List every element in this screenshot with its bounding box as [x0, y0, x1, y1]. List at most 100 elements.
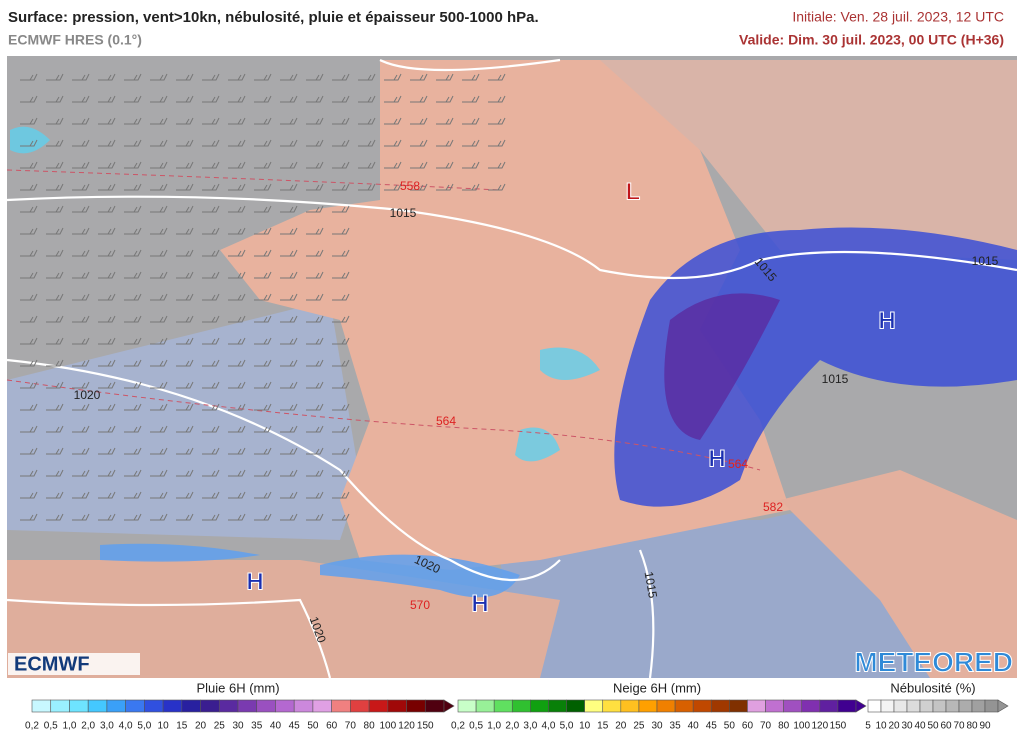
barb — [46, 183, 64, 191]
barb — [46, 73, 64, 81]
barb — [254, 425, 272, 433]
barb — [72, 469, 90, 477]
barb — [176, 205, 194, 213]
legend-swatch — [837, 699, 857, 713]
barb — [384, 73, 402, 81]
barb — [462, 117, 480, 125]
barb — [98, 403, 116, 411]
legend-swatch — [293, 699, 314, 713]
legend-swatch — [475, 699, 495, 713]
legend-swatch — [457, 699, 477, 713]
legend-swatch — [919, 699, 934, 713]
barb — [20, 95, 38, 103]
barb — [150, 249, 168, 257]
barb — [254, 227, 272, 235]
barb — [72, 315, 90, 323]
legend-label: 45 — [289, 721, 301, 732]
legend-swatch — [656, 699, 676, 713]
barb — [176, 491, 194, 499]
isobar — [379, 58, 561, 72]
barb — [72, 205, 90, 213]
legend-label: 45 — [706, 721, 718, 732]
barb — [124, 513, 142, 521]
legend-swatch — [584, 699, 604, 713]
barb — [202, 161, 220, 169]
legend-swatch — [620, 699, 640, 713]
legend-swatch — [674, 699, 694, 713]
barb — [72, 403, 90, 411]
barb — [202, 337, 220, 345]
legend-swatch — [906, 699, 921, 713]
barb — [332, 447, 350, 455]
barb — [228, 293, 246, 301]
barb — [20, 117, 38, 125]
barb — [98, 469, 116, 477]
barb — [124, 95, 142, 103]
barb — [228, 205, 246, 213]
legend-swatch — [958, 699, 973, 713]
barb — [228, 139, 246, 147]
barb — [228, 381, 246, 389]
barb — [332, 183, 350, 191]
legend-swatch — [932, 699, 947, 713]
barb — [124, 183, 142, 191]
barb — [72, 513, 90, 521]
barb — [228, 95, 246, 103]
barb — [202, 425, 220, 433]
legend-label: 3,0 — [523, 721, 537, 732]
barb — [358, 139, 376, 147]
legend-swatch — [406, 699, 426, 713]
barb — [332, 95, 350, 103]
barb — [176, 249, 194, 257]
barb — [228, 271, 246, 279]
barb — [332, 139, 350, 147]
legend-label: 20 — [195, 721, 207, 732]
barb — [306, 73, 324, 81]
thickness — [6, 169, 761, 471]
contour-label: 564 — [436, 414, 456, 428]
barb — [306, 447, 324, 455]
legend-label: 15 — [597, 721, 609, 732]
barb — [280, 491, 298, 499]
legend-swatch — [710, 699, 730, 713]
barb — [124, 425, 142, 433]
legend-label: 150 — [417, 721, 434, 732]
barb — [72, 337, 90, 345]
contour-label: 558 — [400, 179, 420, 193]
barb — [202, 315, 220, 323]
barb — [254, 205, 272, 213]
barb — [46, 425, 64, 433]
barb — [280, 73, 298, 81]
barb — [20, 447, 38, 455]
barb — [202, 469, 220, 477]
barb — [306, 139, 324, 147]
contour-label: 582 — [763, 500, 783, 514]
barb — [176, 359, 194, 367]
barb — [72, 227, 90, 235]
barb — [150, 95, 168, 103]
barb — [254, 381, 272, 389]
barb — [98, 425, 116, 433]
barb — [46, 447, 64, 455]
barb — [358, 183, 376, 191]
legend-label: 3,0 — [100, 721, 114, 732]
legend-swatch — [125, 699, 145, 713]
legend-label: 40 — [270, 721, 282, 732]
barb — [384, 95, 402, 103]
legend-label: 120 — [811, 721, 828, 732]
valid: Valide: Dim. 30 juil. 2023, 00 UTC (H+36… — [739, 32, 1004, 48]
contour-label: 1015 — [822, 372, 849, 386]
barb — [280, 117, 298, 125]
barb — [332, 117, 350, 125]
legend-arrow — [997, 699, 1009, 713]
barb — [124, 205, 142, 213]
barb — [46, 271, 64, 279]
legend-label: 1,0 — [487, 721, 501, 732]
barb — [202, 293, 220, 301]
barb — [488, 183, 506, 191]
barb — [98, 249, 116, 257]
barb — [150, 73, 168, 81]
legend-swatch — [511, 699, 531, 713]
